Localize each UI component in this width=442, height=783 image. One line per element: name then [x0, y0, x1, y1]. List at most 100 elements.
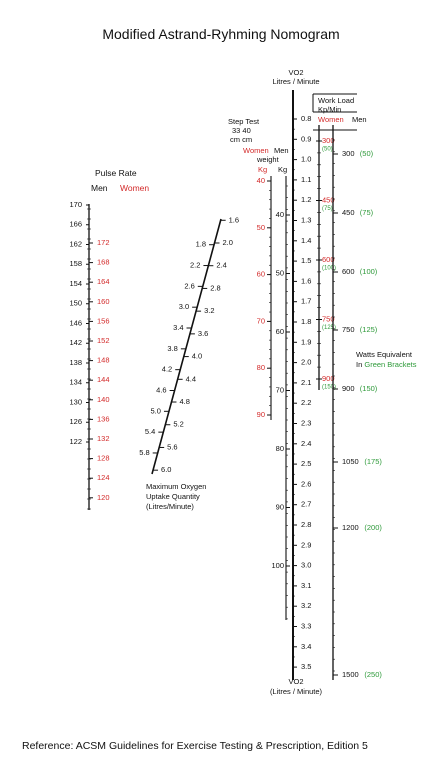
max-oxygen-right-value: 3.6 — [198, 329, 208, 338]
workload-men-watts: (175) — [364, 457, 382, 466]
vo2-top-label-2: Litres / Minute — [272, 77, 320, 86]
pulse-women-value: 172 — [97, 238, 110, 247]
max-oxygen-axis — [151, 218, 222, 475]
pulse-women-label: Women — [120, 183, 150, 193]
workload-men-value: 1500 — [342, 670, 359, 679]
workload-men-watts: (250) — [364, 670, 382, 679]
pulse-men-value: 142 — [69, 338, 82, 347]
pulse-women-value: 160 — [97, 297, 110, 306]
workload-women-label: Women — [318, 115, 344, 124]
workload-men-watts: (100) — [360, 267, 378, 276]
workload-men-value: 1050 — [342, 457, 359, 466]
vo2-value: 1.0 — [301, 155, 311, 164]
vo2-value: 3.1 — [301, 581, 311, 590]
vo2-value: 0.8 — [301, 114, 311, 123]
pulse-men-value: 134 — [69, 378, 82, 387]
workload-women-value: 750 — [322, 314, 335, 323]
vo2-value: 1.9 — [301, 337, 311, 346]
workload-men-value: 750 — [342, 325, 355, 334]
vo2-value: 2.8 — [301, 520, 311, 529]
max-oxygen-right-value: 4.0 — [192, 352, 202, 361]
workload-women-watts: (50) — [322, 147, 333, 153]
vo2-value: 3.3 — [301, 621, 311, 630]
weight-men-value: 100 — [271, 561, 284, 570]
pulse-men-value: 154 — [69, 279, 82, 288]
vo2-value: 2.2 — [301, 398, 311, 407]
workload-men-watts: (125) — [360, 325, 378, 334]
pulse-women-value: 152 — [97, 336, 110, 345]
workload-men-label: Men — [352, 115, 367, 124]
max-oxygen-left-value: 3.0 — [179, 302, 189, 311]
pulse-women-value: 148 — [97, 356, 110, 365]
workload-men-watts: (200) — [364, 523, 382, 532]
workload-men-value: 900 — [342, 384, 355, 393]
weight-men-value: 50 — [276, 268, 284, 277]
max-oxygen-right-value: 1.6 — [229, 215, 239, 224]
vo2-value: 2.0 — [301, 358, 311, 367]
vo2-value: 2.5 — [301, 459, 311, 468]
max-oxygen-right-value: 6.0 — [161, 465, 171, 474]
vo2-value: 1.8 — [301, 317, 311, 326]
pulse-women-value: 120 — [97, 493, 110, 502]
workload-men-value: 1200 — [342, 523, 359, 532]
weight-men-value: 70 — [276, 385, 284, 394]
workload-women-watts: (100) — [322, 266, 336, 272]
max-oxygen-left-value: 3.4 — [173, 323, 183, 332]
weight-men-value: 60 — [276, 327, 284, 336]
pulse-men-value: 162 — [69, 239, 82, 248]
reference-note: Reference: ACSM Guidelines for Exercise … — [22, 740, 368, 752]
step-test-cm-values: 33 40 — [232, 126, 251, 135]
pulse-rate-header: Pulse Rate — [95, 168, 137, 178]
vo2-value: 2.3 — [301, 418, 311, 427]
pulse-men-value: 170 — [69, 200, 82, 209]
max-oxygen-left-value: 5.4 — [145, 427, 155, 436]
vo2-value: 1.2 — [301, 195, 311, 204]
max-oxygen-left-value: 1.8 — [196, 240, 206, 249]
workload-units: Kp/Min — [318, 105, 342, 114]
max-oxygen-left-value: 4.6 — [156, 385, 166, 394]
max-oxygen-left-value: 2.6 — [184, 281, 194, 290]
weight-men-value: 40 — [276, 210, 284, 219]
pulse-men-value: 166 — [69, 220, 82, 229]
workload-header: Work Load — [318, 96, 355, 105]
pulse-women-value: 164 — [97, 277, 110, 286]
vo2-value: 0.9 — [301, 134, 311, 143]
weight-women-value: 40 — [257, 176, 265, 185]
max-oxygen-right-value: 2.8 — [210, 283, 220, 292]
workload-women-watts: (125) — [322, 325, 336, 331]
step-test-cm-units: cm cm — [230, 135, 253, 144]
workload-men-watts: (75) — [360, 208, 374, 217]
pulse-men-value: 158 — [69, 259, 82, 268]
vo2-value: 1.3 — [301, 215, 311, 224]
workload-men-watts: (50) — [360, 149, 374, 158]
max-oxygen-left-value: 5.0 — [151, 406, 161, 415]
workload-women-value: 600 — [322, 255, 335, 264]
pulse-men-value: 138 — [69, 358, 82, 367]
max-oxygen-left-value: 5.8 — [139, 448, 149, 457]
workload-women-watts: (75) — [322, 206, 333, 212]
max-oxygen-right-value: 5.6 — [167, 442, 177, 451]
workload-men-value: 600 — [342, 267, 355, 276]
pulse-men-value: 130 — [69, 397, 82, 406]
weight-women-value: 50 — [257, 223, 265, 232]
step-kg-men: Kg — [278, 165, 288, 174]
max-oxygen-left-value: 4.2 — [162, 365, 172, 374]
weight-women-value: 90 — [257, 410, 265, 419]
step-men-label: Men — [274, 146, 289, 155]
pulse-men-value: 122 — [69, 437, 82, 446]
vo2-value: 3.5 — [301, 662, 311, 671]
max-oxygen-label-1: Maximum Oxygen — [146, 482, 207, 491]
vo2-value: 2.9 — [301, 540, 311, 549]
vo2-value: 3.0 — [301, 561, 311, 570]
pulse-men-value: 150 — [69, 299, 82, 308]
step-weight-label: weight — [257, 155, 279, 164]
watts-equivalent-label: Watts Equivalent — [356, 350, 412, 359]
workload-women-watts: (150) — [322, 385, 336, 391]
max-oxygen-label-2: Uptake Quantity — [146, 492, 200, 501]
weight-men-value: 90 — [276, 502, 284, 511]
workload-men-value: 300 — [342, 149, 355, 158]
pulse-men-value: 146 — [69, 318, 82, 327]
pulse-women-value: 156 — [97, 316, 110, 325]
vo2-value: 2.4 — [301, 439, 311, 448]
